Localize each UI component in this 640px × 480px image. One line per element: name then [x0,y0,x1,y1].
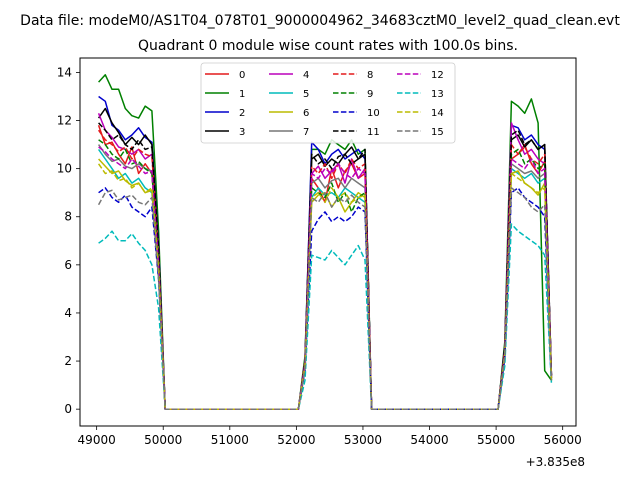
x-tick-label: 50000 [144,433,182,447]
chart-title: Quadrant 0 module wise count rates with … [138,38,518,54]
legend-label-15: 15 [431,127,444,138]
legend-label-9: 9 [367,89,373,100]
y-tick-label: 0 [64,402,72,416]
plot-area: 49000 50000 51000 52000 53000 54000 55000 56000… [57,57,582,447]
legend-label-3: 3 [239,127,245,138]
legend-label-0: 0 [239,70,245,81]
y-tick-label: 12 [57,114,72,128]
figure-suptitle: Data file: modeM0/AS1T04_078T01_90000049… [20,13,620,29]
y-tick-label: 8 [64,210,72,224]
legend-label-11: 11 [367,127,380,138]
x-tick-label: 51000 [211,433,249,447]
legend-label-5: 5 [303,89,309,100]
y-tick-label: 14 [57,65,72,79]
y-tick-label: 4 [64,306,72,320]
legend-label-1: 1 [239,89,245,100]
legend-label-14: 14 [431,108,444,119]
legend-label-8: 8 [367,70,373,81]
x-tick-label: 49000 [78,433,116,447]
plot-frame [79,57,577,427]
legend-label-7: 7 [303,127,309,138]
x-axis-offset-label: +3.835e8 [526,455,585,469]
legend-label-12: 12 [431,70,444,81]
legend-label-6: 6 [303,108,309,119]
legend-label-2: 2 [239,108,245,119]
y-tick-label: 2 [64,354,72,368]
legend-box [200,62,456,144]
y-tick-label: 10 [57,162,72,176]
x-tick-label: 54000 [410,433,448,447]
series-line-15 [97,187,553,410]
legend-label-10: 10 [367,108,380,119]
x-tick-label: 56000 [544,433,582,447]
legend-label-13: 13 [431,89,444,100]
x-tick-label: 55000 [477,433,515,447]
x-tick-label: 53000 [344,433,382,447]
x-tick-label: 52000 [277,433,315,447]
y-tick-label: 6 [64,258,72,272]
legend-label-4: 4 [303,70,309,81]
